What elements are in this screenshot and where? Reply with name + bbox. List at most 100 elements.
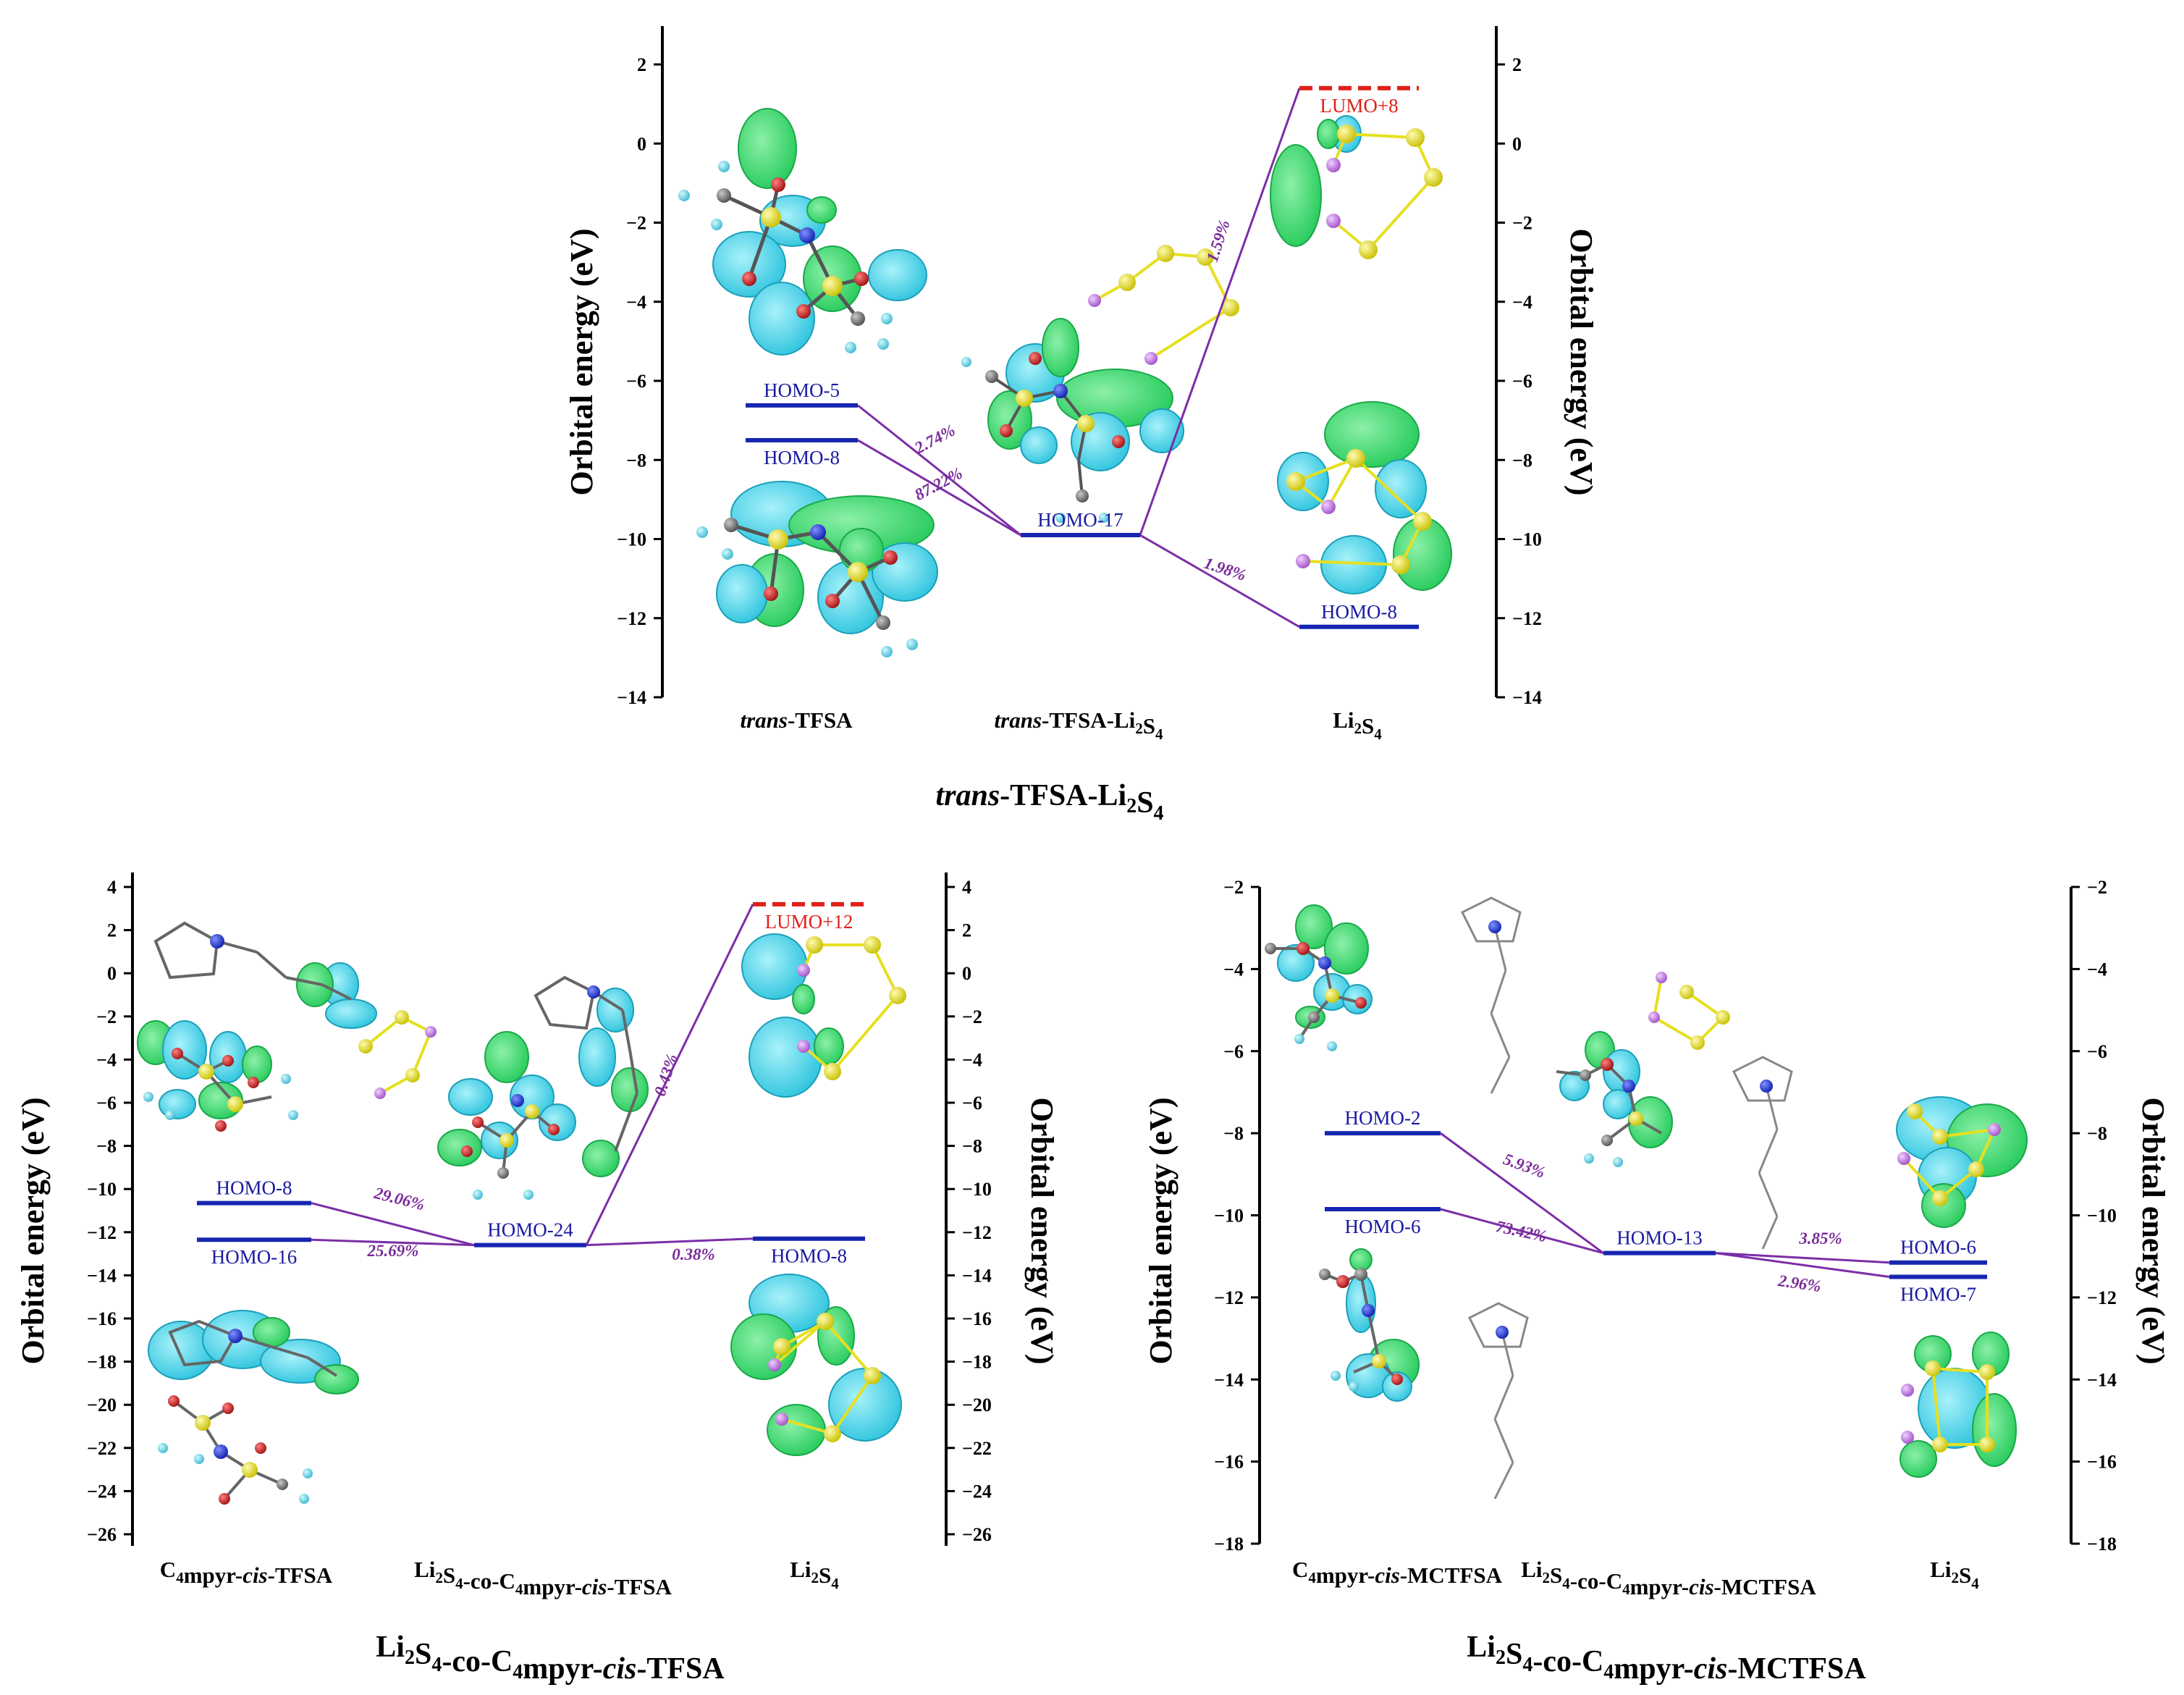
y-tick-label-left: −8 <box>96 1136 117 1157</box>
contribution-line <box>857 439 1021 537</box>
y-ticks: 4 4 2 2 0 0 −2 −2 −4 −4 −6 −6 −8 −8 −10 −10 −12 −12 −14 −14… <box>87 877 992 1545</box>
contribution-percent-label: 3.85% <box>1798 1229 1842 1248</box>
contribution-line <box>585 904 754 1246</box>
y-tick-label-left: 0 <box>637 133 646 154</box>
y-axis-label-right: Orbital energy (eV) <box>2135 1098 2171 1365</box>
contribution-line <box>311 1238 475 1247</box>
y-tick-label-right: −10 <box>1512 529 1542 550</box>
x-category-label: C4mpyr-cis-TFSA <box>160 1557 333 1588</box>
y-tick-label-right: −8 <box>2087 1123 2107 1144</box>
level-name-label: HOMO-8 <box>1321 601 1397 623</box>
x-category-label: C4mpyr-cis-MCTFSA <box>1292 1557 1503 1588</box>
y-tick-label-left: 0 <box>107 963 117 984</box>
contribution-line <box>311 1202 475 1247</box>
level-name-label: HOMO-7 <box>1900 1284 1976 1305</box>
y-tick-label-left: −4 <box>626 292 646 313</box>
y-tick-label-right: −6 <box>1512 371 1532 392</box>
contribution-line <box>1715 1252 1890 1264</box>
orbital-trans-tfsa-homo8-isosurface <box>696 481 938 657</box>
y-tick-label-right: −20 <box>962 1395 992 1416</box>
contribution-line <box>1715 1252 1890 1279</box>
contribution-percent-label: 2.74% <box>911 421 958 457</box>
y-tick-label-right: −12 <box>1512 608 1542 629</box>
y-tick-label-right: −14 <box>2087 1369 2117 1390</box>
level-name-label: HOMO-16 <box>211 1246 298 1268</box>
level-name-label: HOMO-2 <box>1345 1107 1421 1129</box>
x-category-labels: C4mpyr-cis-TFSA Li2S4-co-C4mpyr-cis-TFSA L… <box>160 1557 839 1599</box>
y-tick-label-left: −8 <box>626 450 646 471</box>
y-tick-label-left: −10 <box>87 1179 117 1200</box>
y-tick-label-left: 2 <box>637 54 646 75</box>
y-tick-label-left: 2 <box>107 920 117 941</box>
contribution-line <box>1139 534 1300 628</box>
y-axis-label: Orbital energy (eV) <box>564 229 599 496</box>
x-category-label: Li2S4 <box>1333 707 1382 743</box>
y-tick-label-right: −26 <box>962 1524 992 1545</box>
orbital-levels: HOMO-2 HOMO-6 HOMO-13 HOMO-6 HOMO-7 <box>1325 1107 1987 1305</box>
y-tick-label-right: −10 <box>2087 1206 2117 1227</box>
panel-caption: Li2S4-co-C4mpyr-cis-TFSA <box>376 1631 725 1686</box>
level-name-label: HOMO-8 <box>216 1177 292 1199</box>
y-tick-label-right: −12 <box>962 1222 992 1243</box>
y-ticks: 2 2 0 0 −2 −2 −4 −4 −6 −6 −8 −8 −10 −10 −12 −12 −14 −14 <box>617 54 1542 708</box>
contribution-line <box>586 1237 754 1247</box>
orbital-c4mpyr-cis-tfsa-homo8-isosurface <box>137 921 377 1132</box>
level-name-label: HOMO-8 <box>771 1245 847 1267</box>
contribution-line <box>1440 1208 1604 1255</box>
y-tick-label-left: −26 <box>87 1524 117 1545</box>
orbital-li2s4-homo8-isosurface <box>730 1274 902 1456</box>
y-tick-label-right: −14 <box>1512 687 1542 708</box>
contribution-percent-label: 1.59% <box>1203 218 1234 264</box>
orbital-c4mpyr-cis-mctfsa-homo6-isosurface <box>1319 1248 1529 1500</box>
y-tick-label-left: −10 <box>1214 1206 1244 1227</box>
panel-trans-tfsa-li2s4: 2 2 0 0 −2 −2 −4 −4 −6 −6 −8 −8 −10 −10 −12 −12 −14 −14 O… <box>564 26 1599 825</box>
y-tick-label-right: −8 <box>1512 450 1532 471</box>
contribution-percent-label: 5.93% <box>1501 1150 1547 1182</box>
y-tick-label-right: −8 <box>962 1136 982 1157</box>
y-tick-label-right: −4 <box>962 1049 982 1070</box>
y-tick-label-left: −18 <box>1214 1534 1244 1555</box>
level-name-label: LUMO+8 <box>1320 95 1398 117</box>
y-tick-label-left: 4 <box>107 877 117 898</box>
y-tick-label-right: −18 <box>962 1352 992 1373</box>
orbital-li2s4-homo6-isosurface <box>1896 1096 2028 1228</box>
level-name-label: HOMO-13 <box>1616 1227 1703 1249</box>
y-axis-label-right: Orbital energy (eV) <box>1024 1098 1060 1365</box>
contribution-percent-label: 29.06% <box>371 1184 426 1214</box>
y-tick-label-left: −2 <box>626 213 646 234</box>
y-ticks: −2 −2 −4 −4 −6 −6 −8 −8 −10 −10 −12 −12 −14 −14 −16 −16… <box>1214 877 2117 1555</box>
y-axis-label: Orbital energy (eV) <box>1143 1098 1179 1365</box>
y-tick-label-left: −12 <box>1214 1287 1244 1308</box>
y-tick-label-left: −4 <box>96 1049 117 1070</box>
x-category-label: Li2S4 <box>1930 1557 1979 1592</box>
x-category-labels: trans-TFSA trans-TFSA-Li2S4 Li2S4 <box>740 707 1382 743</box>
y-tick-label-right: 0 <box>1512 133 1522 154</box>
contribution-line <box>1440 1132 1604 1254</box>
y-tick-label-right: −2 <box>2087 877 2107 898</box>
contribution-percent-label: 2.96% <box>1776 1271 1822 1295</box>
level-name-label: HOMO-6 <box>1900 1237 1976 1258</box>
x-category-label: trans-TFSA-Li2S4 <box>995 707 1163 743</box>
x-category-label: Li2S4-co-C4mpyr-cis-TFSA <box>414 1557 672 1599</box>
y-tick-label-left: −18 <box>87 1352 117 1373</box>
orbital-trans-tfsa-homo5-isosurface <box>678 108 927 356</box>
orbital-levels: HOMO-5 HOMO-8 HOMO-17 LUMO+8 HOMO-8 <box>746 85 1419 629</box>
x-category-label: Li2S4-co-C4mpyr-cis-MCTFSA <box>1521 1557 1816 1599</box>
panel-li2s4-co-c4mpyr-cis-mctfsa: −2 −2 −4 −4 −6 −6 −8 −8 −10 −10 −12 −12 −14 −14 −16 −16… <box>1143 877 2171 1686</box>
y-tick-label-left: −14 <box>87 1265 117 1286</box>
y-tick-label-left: −20 <box>87 1395 117 1416</box>
y-tick-label-right: −18 <box>2087 1534 2117 1555</box>
orbital-c4mpyr-cis-mctfsa-homo2-isosurface <box>1265 896 1522 1094</box>
contribution-lines: 5.93% 73.42% 3.85% 2.96% <box>1440 1132 1890 1295</box>
y-tick-label-left: −6 <box>96 1093 117 1114</box>
y-tick-label-right: 2 <box>1512 54 1522 75</box>
orbital-c4mpyr-cis-tfsa-homo16-isosurface <box>148 1310 359 1505</box>
panel-caption: Li2S4-co-C4mpyr-cis-MCTFSA <box>1467 1631 1866 1686</box>
y-tick-label-left: −2 <box>96 1006 117 1027</box>
level-name-label: HOMO-24 <box>487 1219 573 1241</box>
panel-caption: trans-TFSA-Li2S4 <box>935 779 1163 825</box>
contribution-line <box>1139 88 1301 536</box>
y-axis-label-right: Orbital energy (eV) <box>1564 229 1599 496</box>
y-tick-label-left: −2 <box>1223 877 1244 898</box>
